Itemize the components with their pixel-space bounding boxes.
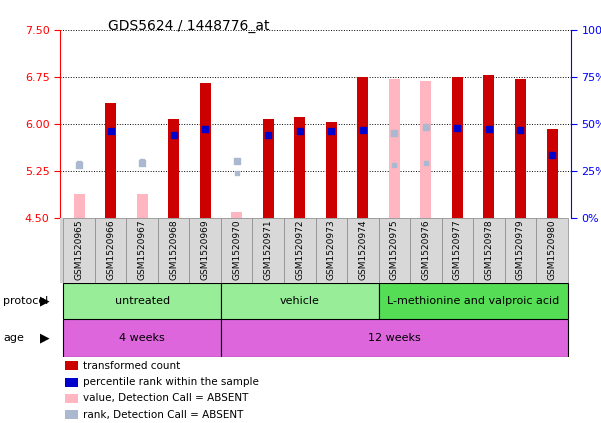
Point — [137, 158, 147, 165]
Bar — [65, 361, 78, 370]
Bar — [284, 218, 316, 283]
Bar — [358, 77, 368, 218]
Point — [484, 125, 494, 132]
Bar — [126, 218, 158, 283]
Bar — [473, 218, 505, 283]
Point — [137, 159, 147, 166]
Point — [295, 128, 305, 135]
Text: GSM1520968: GSM1520968 — [169, 219, 178, 280]
Text: GSM1520966: GSM1520966 — [106, 219, 115, 280]
Text: ▶: ▶ — [40, 332, 50, 345]
Text: GSM1520976: GSM1520976 — [421, 219, 430, 280]
Point — [421, 159, 431, 166]
Point — [169, 132, 178, 138]
Text: 4 weeks: 4 weeks — [119, 333, 165, 343]
Text: GSM1520973: GSM1520973 — [327, 219, 336, 280]
Point — [106, 128, 115, 135]
Bar — [189, 218, 221, 283]
Bar — [442, 218, 473, 283]
Text: transformed count: transformed count — [83, 361, 180, 371]
Text: age: age — [3, 333, 24, 343]
Point — [389, 130, 399, 137]
Bar — [136, 194, 148, 218]
Bar — [168, 119, 179, 218]
Bar — [63, 283, 221, 319]
Bar — [65, 394, 78, 403]
Bar — [410, 218, 442, 283]
Point — [421, 124, 431, 130]
Bar — [546, 129, 558, 218]
Text: GSM1520967: GSM1520967 — [138, 219, 147, 280]
Bar — [221, 283, 379, 319]
Bar — [252, 218, 284, 283]
Bar — [294, 118, 305, 218]
Point — [358, 126, 368, 133]
Text: GSM1520965: GSM1520965 — [75, 219, 84, 280]
Bar — [347, 218, 379, 283]
Text: GSM1520971: GSM1520971 — [264, 219, 273, 280]
Bar — [65, 410, 78, 419]
Bar — [63, 218, 95, 283]
Point — [548, 152, 557, 159]
Text: 12 weeks: 12 weeks — [368, 333, 421, 343]
Text: GSM1520978: GSM1520978 — [484, 219, 493, 280]
Point — [232, 169, 242, 176]
Bar — [73, 194, 85, 218]
Bar — [95, 218, 126, 283]
Point — [200, 125, 210, 132]
Bar — [221, 319, 568, 357]
Text: rank, Detection Call = ABSENT: rank, Detection Call = ABSENT — [83, 410, 243, 420]
Text: L-methionine and valproic acid: L-methionine and valproic acid — [387, 297, 560, 306]
Text: GSM1520977: GSM1520977 — [453, 219, 462, 280]
Bar — [326, 123, 337, 218]
Point — [453, 125, 462, 132]
Point — [74, 161, 84, 168]
Text: GSM1520979: GSM1520979 — [516, 219, 525, 280]
Bar — [452, 77, 463, 218]
Point — [74, 159, 84, 166]
Text: GSM1520972: GSM1520972 — [295, 219, 304, 280]
Text: GSM1520970: GSM1520970 — [232, 219, 241, 280]
Bar — [420, 81, 432, 218]
Text: GSM1520980: GSM1520980 — [548, 219, 557, 280]
Text: GSM1520974: GSM1520974 — [358, 219, 367, 280]
Bar — [158, 218, 189, 283]
Point — [389, 161, 399, 168]
Bar — [536, 218, 568, 283]
Bar — [263, 119, 273, 218]
Bar — [63, 319, 221, 357]
Bar — [105, 103, 116, 218]
Text: GSM1520969: GSM1520969 — [201, 219, 210, 280]
Text: GDS5624 / 1448776_at: GDS5624 / 1448776_at — [108, 19, 270, 33]
Bar — [221, 218, 252, 283]
Point — [516, 126, 525, 133]
Bar — [483, 75, 495, 218]
Point — [326, 128, 336, 135]
Bar — [65, 377, 78, 387]
Bar — [231, 212, 242, 218]
Text: vehicle: vehicle — [280, 297, 320, 306]
Bar — [379, 218, 410, 283]
Text: untreated: untreated — [115, 297, 169, 306]
Bar — [505, 218, 536, 283]
Text: protocol: protocol — [3, 297, 48, 306]
Bar — [379, 283, 568, 319]
Text: percentile rank within the sample: percentile rank within the sample — [83, 377, 259, 387]
Bar — [316, 218, 347, 283]
Bar — [515, 79, 526, 218]
Point — [232, 158, 242, 165]
Text: GSM1520975: GSM1520975 — [390, 219, 399, 280]
Point — [263, 132, 273, 138]
Bar — [200, 83, 211, 218]
Bar — [389, 79, 400, 218]
Text: value, Detection Call = ABSENT: value, Detection Call = ABSENT — [83, 393, 248, 404]
Text: ▶: ▶ — [40, 295, 50, 308]
